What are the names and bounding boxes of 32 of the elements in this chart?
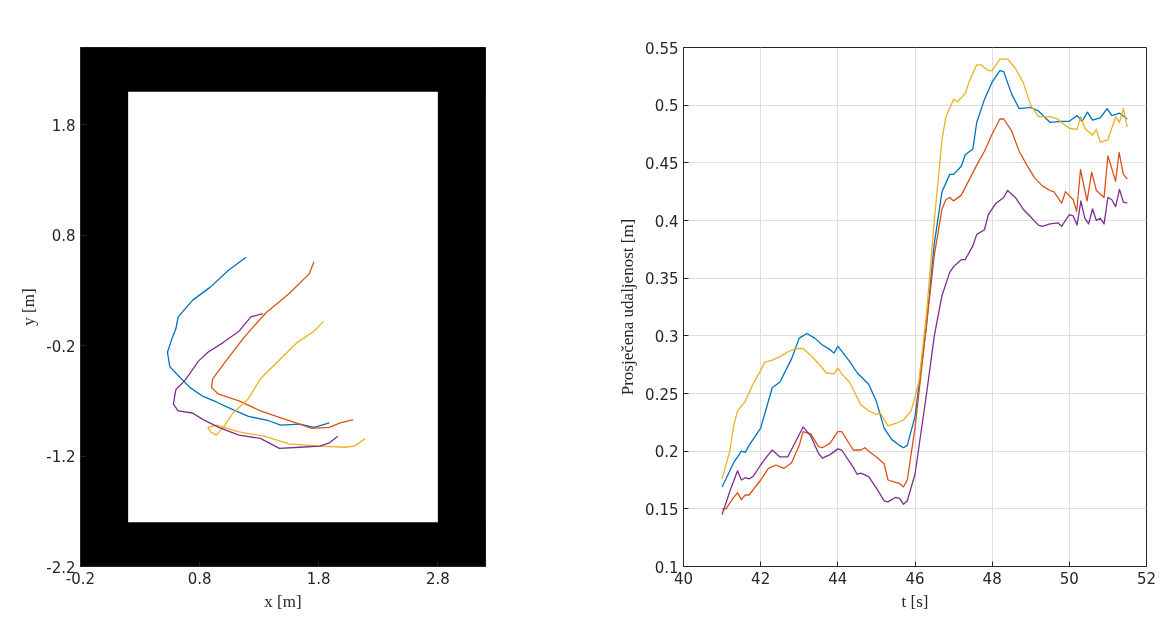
x-tick-label: 42 xyxy=(751,569,771,588)
y-axis-title: y [m] xyxy=(19,288,39,326)
line-series xyxy=(210,261,354,430)
x-tick-label: 46 xyxy=(905,569,925,588)
line-series xyxy=(721,188,1128,516)
y-tick-label: 0.8 xyxy=(51,227,76,246)
line-series xyxy=(166,256,331,429)
y-axis-title: Prosječena udaljenost [m] xyxy=(618,218,638,396)
x-tick-label: 0.8 xyxy=(187,569,212,588)
x-axis-title: t [s] xyxy=(901,591,929,611)
y-tick-label: 1.8 xyxy=(51,116,76,135)
y-tick-label: 0.4 xyxy=(654,212,679,231)
y-tick-label: 0.3 xyxy=(654,327,679,346)
y-tick-label: 0.5 xyxy=(654,97,679,116)
line-series xyxy=(172,312,339,449)
y-tick-label: 0.15 xyxy=(645,500,679,519)
y-tick-label: 0.2 xyxy=(654,443,679,462)
x-tick-label: 2.8 xyxy=(425,569,450,588)
y-tick-label: 0.55 xyxy=(645,39,679,58)
x-tick-label: 1.8 xyxy=(306,569,331,588)
y-tick-label: 0.25 xyxy=(645,385,679,404)
y-tick-label: 0.35 xyxy=(645,270,679,289)
y-tick-label: -0.2 xyxy=(46,337,76,356)
line-series xyxy=(207,320,366,448)
x-tick-label: 48 xyxy=(982,569,1002,588)
line-series xyxy=(721,118,1128,510)
x-axis-title: x [m] xyxy=(264,591,302,611)
y-tick-label: 0.45 xyxy=(645,154,679,173)
x-tick-label: 52 xyxy=(1136,569,1157,588)
y-tick-label: -1.2 xyxy=(46,448,76,467)
x-tick-label: 44 xyxy=(828,569,848,588)
x-tick-label: 50 xyxy=(1059,569,1079,588)
